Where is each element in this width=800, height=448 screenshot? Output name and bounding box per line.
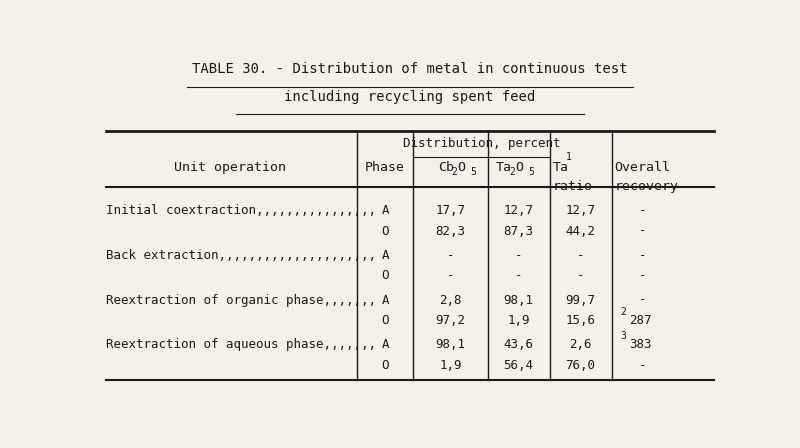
Text: O: O [382,314,389,327]
Text: 43,6: 43,6 [503,338,534,351]
Text: 87,3: 87,3 [503,224,534,237]
Text: 82,3: 82,3 [435,224,466,237]
Text: -: - [638,293,646,306]
Text: 12,7: 12,7 [566,204,595,217]
Text: O: O [382,269,389,282]
Text: 98,1: 98,1 [435,338,466,351]
Text: -: - [638,249,646,262]
Text: -: - [577,269,584,282]
Text: -: - [514,269,522,282]
Text: recovery: recovery [614,180,678,193]
Text: A: A [382,338,389,351]
Text: Phase: Phase [365,161,405,174]
Text: Unit operation: Unit operation [174,161,286,174]
Text: 383: 383 [629,338,651,351]
Text: 5: 5 [470,167,477,177]
Text: A: A [382,293,389,306]
Text: -: - [577,249,584,262]
Text: 56,4: 56,4 [503,359,534,372]
Text: TABLE 30. - Distribution of metal in continuous test: TABLE 30. - Distribution of metal in con… [192,62,628,77]
Text: Reextraction of organic phase,,,,,,,: Reextraction of organic phase,,,,,,, [106,293,376,306]
Text: 2,6: 2,6 [570,338,592,351]
Text: -: - [446,269,454,282]
Text: 1,9: 1,9 [507,314,530,327]
Text: -: - [514,249,522,262]
Text: 2: 2 [621,307,626,317]
Text: 15,6: 15,6 [566,314,595,327]
Text: A: A [382,249,389,262]
Text: 44,2: 44,2 [566,224,595,237]
Text: Ta: Ta [495,161,511,174]
Text: Distribution, percent: Distribution, percent [402,137,560,150]
Text: 99,7: 99,7 [566,293,595,306]
Text: 2,8: 2,8 [439,293,462,306]
Text: O: O [382,224,389,237]
Text: -: - [638,204,646,217]
Text: O: O [457,161,465,174]
Text: including recycling spent feed: including recycling spent feed [284,90,536,104]
Text: 2: 2 [510,167,515,177]
Text: 98,1: 98,1 [503,293,534,306]
Text: A: A [382,204,389,217]
Text: Cb: Cb [438,161,454,174]
Text: O: O [382,359,389,372]
Text: 287: 287 [629,314,651,327]
Text: -: - [446,249,454,262]
Text: 2: 2 [451,167,458,177]
Text: Reextraction of aqueous phase,,,,,,,: Reextraction of aqueous phase,,,,,,, [106,338,376,351]
Text: 76,0: 76,0 [566,359,595,372]
Text: -: - [638,359,646,372]
Text: 97,2: 97,2 [435,314,466,327]
Text: 5: 5 [529,167,534,177]
Text: O: O [514,161,522,174]
Text: Ta: Ta [553,161,569,174]
Text: 1,9: 1,9 [439,359,462,372]
Text: 3: 3 [621,332,626,341]
Text: ratio: ratio [553,180,593,193]
Text: Overall: Overall [614,161,670,174]
Text: 17,7: 17,7 [435,204,466,217]
Text: Initial coextraction,,,,,,,,,,,,,,,,: Initial coextraction,,,,,,,,,,,,,,,, [106,204,376,217]
Text: -: - [638,269,646,282]
Text: -: - [638,224,646,237]
Text: Back extraction,,,,,,,,,,,,,,,,,,,,,: Back extraction,,,,,,,,,,,,,,,,,,,,, [106,249,376,262]
Text: 12,7: 12,7 [503,204,534,217]
Text: 1: 1 [566,152,572,162]
